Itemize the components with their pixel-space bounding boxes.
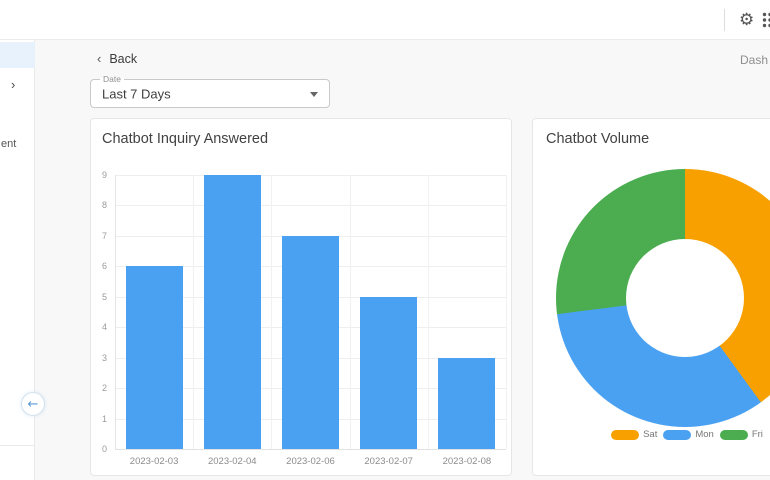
h-gridline xyxy=(115,449,506,450)
date-range-select[interactable]: Date Last 7 Days xyxy=(90,74,330,108)
apps-grid-glyph xyxy=(762,12,770,28)
bar[interactable] xyxy=(282,235,339,449)
y-axis-tick-label: 7 xyxy=(101,230,107,241)
y-axis-tick-label: 1 xyxy=(101,413,107,424)
sidebar-selected-item[interactable] xyxy=(0,42,35,68)
sidebar-collapse-button[interactable]: ← xyxy=(21,392,45,416)
legend-swatch-icon xyxy=(611,429,640,440)
legend-label: Sat xyxy=(643,429,658,440)
x-axis-tick-label: 2023-02-04 xyxy=(207,456,257,467)
bar-chart-plot: 0 1 2 3 4 5 6 7 8 9 2023-02-03 2023-02-04 2023-02-06… xyxy=(102,170,507,467)
left-arrow-icon: ← xyxy=(27,396,39,412)
v-gridline xyxy=(193,175,195,449)
x-axis-tick-label: 2023-02-07 xyxy=(364,456,413,467)
donut-chart[interactable] xyxy=(556,169,770,427)
legend-item[interactable]: Sat xyxy=(611,429,657,440)
sidebar-expand-chevron-icon[interactable]: › xyxy=(11,77,16,92)
legend-label: Fri xyxy=(751,429,763,440)
x-axis-tick-label: 2023-02-06 xyxy=(286,456,335,467)
y-axis-tick-label: 4 xyxy=(101,322,107,333)
sidebar-item-label-partial[interactable]: ent xyxy=(1,138,17,150)
h-gridline xyxy=(115,205,506,207)
y-axis-tick-label: 2 xyxy=(101,383,107,394)
legend-swatch-icon xyxy=(663,429,692,440)
y-axis-tick-label: 3 xyxy=(101,352,107,363)
breadcrumb-dashboard-link[interactable]: Dash xyxy=(739,53,768,67)
date-select-value: Last 7 Days xyxy=(102,86,171,101)
sidebar-bottom-divider xyxy=(0,445,35,446)
donut-hole xyxy=(626,239,744,357)
v-gridline xyxy=(115,175,116,449)
back-button[interactable]: ‹ Back xyxy=(97,51,138,67)
legend-item[interactable]: Mon xyxy=(663,429,714,440)
back-chevron-icon: ‹ xyxy=(97,51,102,66)
bar[interactable] xyxy=(203,175,261,449)
gear-icon[interactable]: ⚙ xyxy=(739,10,755,29)
dropdown-caret-icon xyxy=(310,92,318,97)
legend-swatch-icon xyxy=(719,429,748,440)
date-select-floating-label: Date xyxy=(100,74,124,84)
x-axis-tick-label: 2023-02-03 xyxy=(129,456,179,467)
y-axis-tick-label: 6 xyxy=(101,261,107,272)
x-axis-tick-label: 2023-02-08 xyxy=(442,456,492,467)
legend-label: Mon xyxy=(695,429,714,440)
v-gridline xyxy=(349,175,351,449)
h-gridline xyxy=(115,175,506,176)
apps-grid-icon[interactable] xyxy=(762,12,770,28)
bar-chart-title: Chatbot Inquiry Answered xyxy=(102,131,269,147)
v-gridline xyxy=(271,175,273,449)
bar[interactable] xyxy=(125,266,183,449)
donut-chart-title: Chatbot Volume xyxy=(546,131,650,147)
back-label: Back xyxy=(109,52,138,66)
bar[interactable] xyxy=(360,296,418,449)
y-axis-tick-label: 5 xyxy=(101,291,107,302)
bar[interactable] xyxy=(438,357,496,449)
y-axis-tick-label: 9 xyxy=(101,170,107,180)
top-bar: ⚙ xyxy=(0,0,770,40)
y-axis-tick-label: 0 xyxy=(101,444,107,454)
header-divider xyxy=(724,9,725,31)
bar-chart-card: Chatbot Inquiry Answered 0 1 2 3 4 5 6 7 8 9 2023-… xyxy=(90,118,512,476)
donut-chart-card: Chatbot Volume Sat Mon Fri xyxy=(532,118,770,476)
y-axis-tick-label: 8 xyxy=(101,200,107,211)
chart-legend: Sat Mon Fri xyxy=(533,429,770,440)
legend-item[interactable]: Fri xyxy=(719,429,763,440)
v-gridline xyxy=(427,175,429,449)
v-gridline xyxy=(506,175,507,449)
